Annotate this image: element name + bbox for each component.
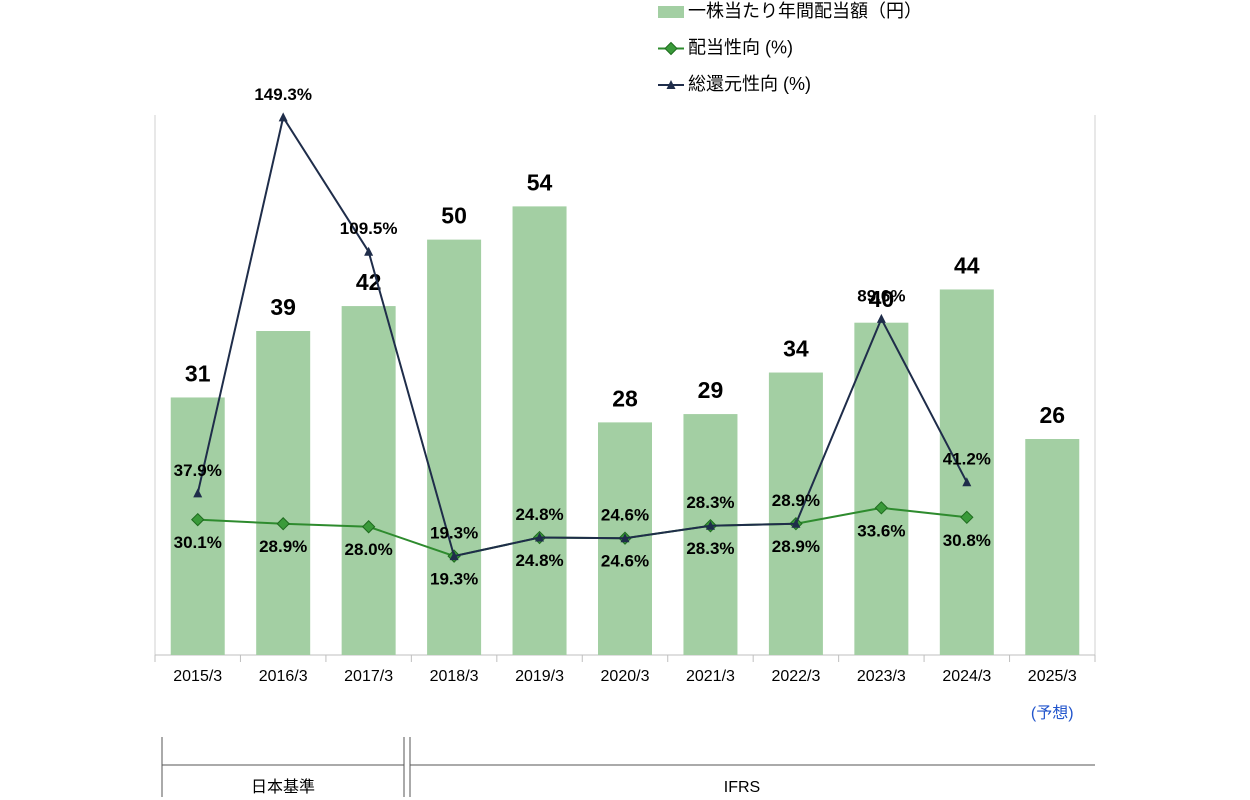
legend-swatch <box>658 6 684 18</box>
line-label: 28.3% <box>686 493 734 512</box>
line <box>196 114 968 558</box>
x-tick-label: 2017/3 <box>344 668 393 685</box>
marker <box>666 80 676 89</box>
line-label: 19.3% <box>430 524 478 543</box>
bar <box>1025 439 1080 655</box>
line-label: 28.0% <box>345 540 393 559</box>
x-tick-label: 2016/3 <box>259 668 308 685</box>
line-label: 30.8% <box>943 531 991 550</box>
line-label: 37.9% <box>174 461 222 480</box>
marker <box>535 532 545 542</box>
bar <box>427 239 482 655</box>
marker <box>962 477 972 487</box>
line-label: 30.1% <box>174 533 222 552</box>
marker <box>791 518 801 528</box>
bar <box>256 331 311 655</box>
legend-label: 一株当たり年間配当額（円） <box>688 1 922 21</box>
x-tick-label: 2015/3 <box>173 668 222 685</box>
marker <box>278 112 288 122</box>
line-label: 19.3% <box>430 570 478 589</box>
line-label: 24.8% <box>515 505 563 524</box>
marker <box>960 510 974 525</box>
marker <box>191 512 205 527</box>
bracket <box>161 737 1095 797</box>
bar-label: 26 <box>1039 402 1065 428</box>
legend-label: 配当性向 (%) <box>688 37 793 57</box>
line-label: 24.6% <box>601 506 649 525</box>
bar <box>939 289 994 655</box>
line-label: 24.8% <box>515 551 563 570</box>
bar <box>768 372 823 655</box>
marker <box>876 313 886 323</box>
x-tick-label: 2021/3 <box>686 668 735 685</box>
line-label: 24.6% <box>601 552 649 571</box>
line-label: 41.2% <box>943 450 991 469</box>
bar-label: 40 <box>869 286 895 312</box>
x-tick-label: 2025/3 <box>1028 668 1077 685</box>
x-tick-label: 2024/3 <box>942 668 991 685</box>
marker <box>361 520 376 534</box>
x-tick-label: 2020/3 <box>601 668 650 685</box>
marker <box>276 517 290 531</box>
marker <box>664 41 678 56</box>
bar-label: 31 <box>185 361 211 387</box>
marker <box>449 551 459 561</box>
line-label: 28.9% <box>772 537 820 556</box>
line <box>197 506 967 558</box>
legend-label: 総還元性向 (%) <box>688 74 811 94</box>
line-label: 149.3% <box>254 85 312 104</box>
marker <box>620 533 630 543</box>
x-tick-label: 2023/3 <box>857 668 906 685</box>
bar-label: 50 <box>441 203 467 229</box>
line-label: 28.9% <box>259 537 307 556</box>
marker <box>193 488 203 498</box>
line-label: 33.6% <box>857 521 905 540</box>
marker <box>705 520 715 530</box>
bar-label: 44 <box>954 253 980 279</box>
line-label: 28.3% <box>686 539 734 558</box>
line-label: 28.9% <box>772 491 820 510</box>
x-tick-label: 2022/3 <box>771 668 820 685</box>
bar-label: 39 <box>270 294 296 320</box>
bar-label: 29 <box>698 377 724 403</box>
bar <box>683 414 738 655</box>
x-tick-label: 2019/3 <box>515 668 564 685</box>
marker <box>364 246 374 256</box>
bar <box>854 322 909 655</box>
bar-label: 28 <box>612 385 638 411</box>
bar-label: 54 <box>527 169 553 195</box>
line-label: 109.5% <box>340 219 398 238</box>
line-label: 89.6% <box>857 286 905 305</box>
annotation: (予想) <box>1031 704 1074 722</box>
annotation: IFRS <box>724 779 760 796</box>
x-tick-label: 2018/3 <box>430 668 479 685</box>
bar <box>512 206 567 655</box>
annotation: 日本基準 <box>251 778 315 796</box>
marker <box>874 501 889 515</box>
bar <box>341 306 396 655</box>
bar-label: 34 <box>783 336 809 362</box>
